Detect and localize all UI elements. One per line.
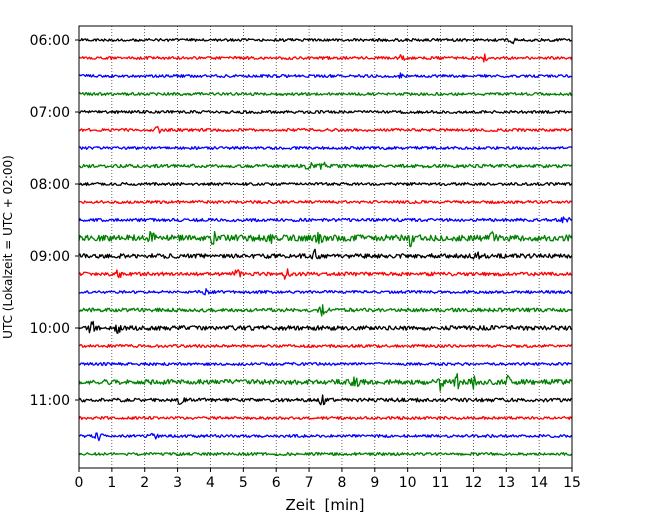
x-tick-label: 5 (239, 475, 248, 491)
trace-0830 (78, 216, 573, 224)
x-tick-label: 7 (305, 475, 314, 491)
trace-1000 (78, 320, 573, 334)
x-tick-label: 9 (370, 475, 379, 491)
trace-1030 (78, 361, 573, 367)
plot-frame (78, 25, 573, 469)
y-axis-label: UTC (Lokalzeit = UTC + 02:00) (1, 155, 15, 339)
trace-1130 (78, 432, 573, 442)
trace-0800 (78, 181, 573, 187)
trace-0615 (78, 53, 573, 63)
x-tick-label: 0 (75, 475, 84, 491)
trace-1115 (78, 415, 573, 421)
x-tick-label: 14 (530, 475, 548, 491)
y-tick-label: 06:00 (30, 33, 70, 49)
trace-0745 (78, 161, 573, 170)
y-tick-label: 08:00 (30, 177, 70, 193)
y-tick-label: 11:00 (30, 393, 70, 409)
x-tick-label: 4 (206, 475, 215, 491)
x-tick-label: 12 (464, 475, 482, 491)
x-axis-label: Zeit [min] (285, 496, 364, 514)
trace-0930 (78, 288, 573, 296)
x-axis: 0 1 2 3 4 5 6 7 8 9 10 11 12 13 14 15 (75, 468, 581, 491)
y-tick-label: 10:00 (30, 321, 70, 337)
trace-0645 (78, 91, 573, 97)
trace-1145 (78, 451, 573, 457)
trace-0815 (78, 199, 573, 205)
x-tick-label: 8 (337, 475, 346, 491)
trace-1045 (78, 372, 573, 392)
trace-0600 (78, 37, 573, 45)
trace-1015 (78, 343, 573, 349)
trace-0715 (78, 125, 573, 134)
x-tick-label: 1 (107, 475, 116, 491)
y-tick-label: 07:00 (30, 105, 70, 121)
traces (78, 37, 573, 457)
trace-0730 (78, 145, 573, 151)
x-tick-label: 11 (432, 475, 450, 491)
y-tick-label: 09:00 (30, 249, 70, 265)
trace-0945 (78, 304, 573, 317)
y-axis: 06:00 07:00 08:00 09:00 10:00 11:00 (30, 33, 79, 409)
x-tick-label: 10 (399, 475, 417, 491)
trace-0915 (78, 268, 573, 280)
x-tick-label: 15 (563, 475, 581, 491)
trace-0845 (78, 230, 573, 248)
x-tick-label: 6 (272, 475, 281, 491)
x-tick-label: 13 (497, 475, 515, 491)
trace-0630 (78, 72, 573, 79)
x-tick-label: 3 (173, 475, 182, 491)
trace-0900 (78, 248, 573, 260)
trace-1100 (78, 394, 573, 406)
x-tick-label: 2 (140, 475, 149, 491)
trace-0700 (78, 109, 573, 115)
